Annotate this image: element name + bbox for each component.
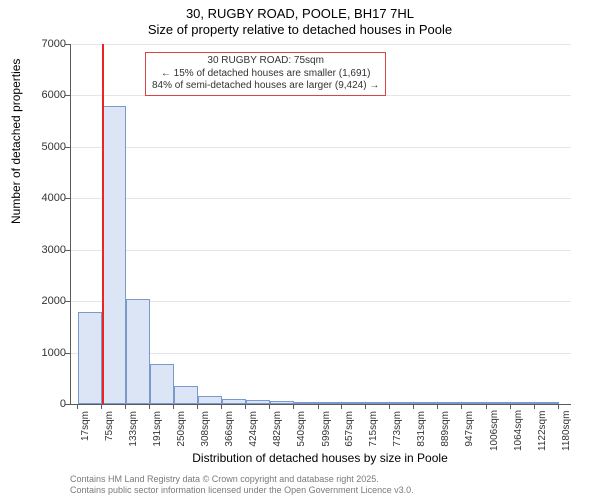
histogram-bar [246,400,270,404]
y-tick-label: 6000 [16,89,66,101]
x-tick-label: 1180sqm [561,411,572,451]
x-tick-mark [269,404,270,409]
annotation-line: ← 15% of detached houses are smaller (1,… [152,68,379,81]
x-tick-label: 831sqm [416,411,427,451]
x-tick-mark [437,404,438,409]
histogram-bar [270,401,294,404]
x-tick-mark [461,404,462,409]
x-tick-mark [318,404,319,409]
y-tick-mark [65,301,70,302]
gridline [71,95,571,96]
x-tick-mark [534,404,535,409]
x-tick-label: 657sqm [344,411,355,451]
x-tick-mark [486,404,487,409]
x-tick-mark [341,404,342,409]
y-tick-mark [65,44,70,45]
histogram-bar [222,399,246,404]
y-tick-label: 0 [16,398,66,410]
x-tick-mark [510,404,511,409]
x-tick-label: 482sqm [272,411,283,451]
annotation-box: 30 RUGBY ROAD: 75sqm← 15% of detached ho… [145,52,386,96]
x-tick-mark [413,404,414,409]
x-tick-label: 773sqm [392,411,403,451]
x-tick-mark [77,404,78,409]
x-tick-label: 599sqm [321,411,332,451]
y-tick-mark [65,404,70,405]
histogram-bar [535,402,559,404]
x-tick-mark [221,404,222,409]
histogram-bar [487,402,511,404]
x-tick-mark [101,404,102,409]
gridline [71,250,571,251]
footer-line-1: Contains HM Land Registry data © Crown c… [70,474,414,485]
x-tick-label: 540sqm [296,411,307,451]
histogram-bar [366,402,390,404]
chart-title: 30, RUGBY ROAD, POOLE, BH17 7HL [0,6,600,21]
x-tick-label: 17sqm [80,411,91,451]
x-tick-mark [197,404,198,409]
histogram-bar [319,402,343,404]
x-tick-label: 947sqm [464,411,475,451]
histogram-bar [511,402,535,404]
gridline [71,44,571,45]
y-tick-mark [65,353,70,354]
plot-area [70,44,571,405]
y-tick-label: 3000 [16,244,66,256]
x-tick-label: 1122sqm [537,411,548,451]
chart-subtitle: Size of property relative to detached ho… [0,22,600,37]
y-tick-mark [65,147,70,148]
annotation-line: 30 RUGBY ROAD: 75sqm [152,55,379,68]
histogram-bar [294,402,318,404]
x-tick-label: 366sqm [224,411,235,451]
y-tick-label: 2000 [16,295,66,307]
x-tick-mark [125,404,126,409]
footer-attribution: Contains HM Land Registry data © Crown c… [70,474,414,496]
x-tick-label: 889sqm [440,411,451,451]
histogram-bar [174,386,198,404]
x-tick-label: 715sqm [368,411,379,451]
x-tick-mark [365,404,366,409]
histogram-bar [414,402,438,404]
x-tick-label: 424sqm [248,411,259,451]
y-tick-label: 4000 [16,192,66,204]
y-tick-label: 1000 [16,347,66,359]
x-tick-mark [245,404,246,409]
histogram-bar [342,402,366,404]
x-tick-label: 191sqm [152,411,163,451]
x-tick-label: 75sqm [104,411,115,451]
histogram-bar [198,396,222,404]
footer-line-2: Contains public sector information licen… [70,485,414,496]
gridline [71,198,571,199]
x-tick-label: 1064sqm [513,411,524,451]
histogram-bar [78,312,102,404]
y-tick-mark [65,250,70,251]
y-tick-mark [65,198,70,199]
x-tick-mark [173,404,174,409]
gridline [71,147,571,148]
y-tick-label: 7000 [16,38,66,50]
x-tick-mark [389,404,390,409]
x-tick-mark [293,404,294,409]
annotation-line: 84% of semi-detached houses are larger (… [152,80,379,93]
x-axis-label: Distribution of detached houses by size … [70,451,570,465]
y-tick-label: 5000 [16,141,66,153]
histogram-bar [150,364,174,404]
marker-line [102,44,104,404]
histogram-bar [102,106,126,404]
x-tick-label: 250sqm [176,411,187,451]
x-tick-mark [149,404,150,409]
histogram-bar [390,402,414,404]
histogram-bar [462,402,486,404]
histogram-bar [126,299,150,404]
x-tick-label: 1006sqm [489,411,500,451]
x-tick-label: 308sqm [200,411,211,451]
histogram-bar [438,402,462,404]
x-tick-mark [558,404,559,409]
x-tick-label: 133sqm [128,411,139,451]
y-tick-mark [65,95,70,96]
